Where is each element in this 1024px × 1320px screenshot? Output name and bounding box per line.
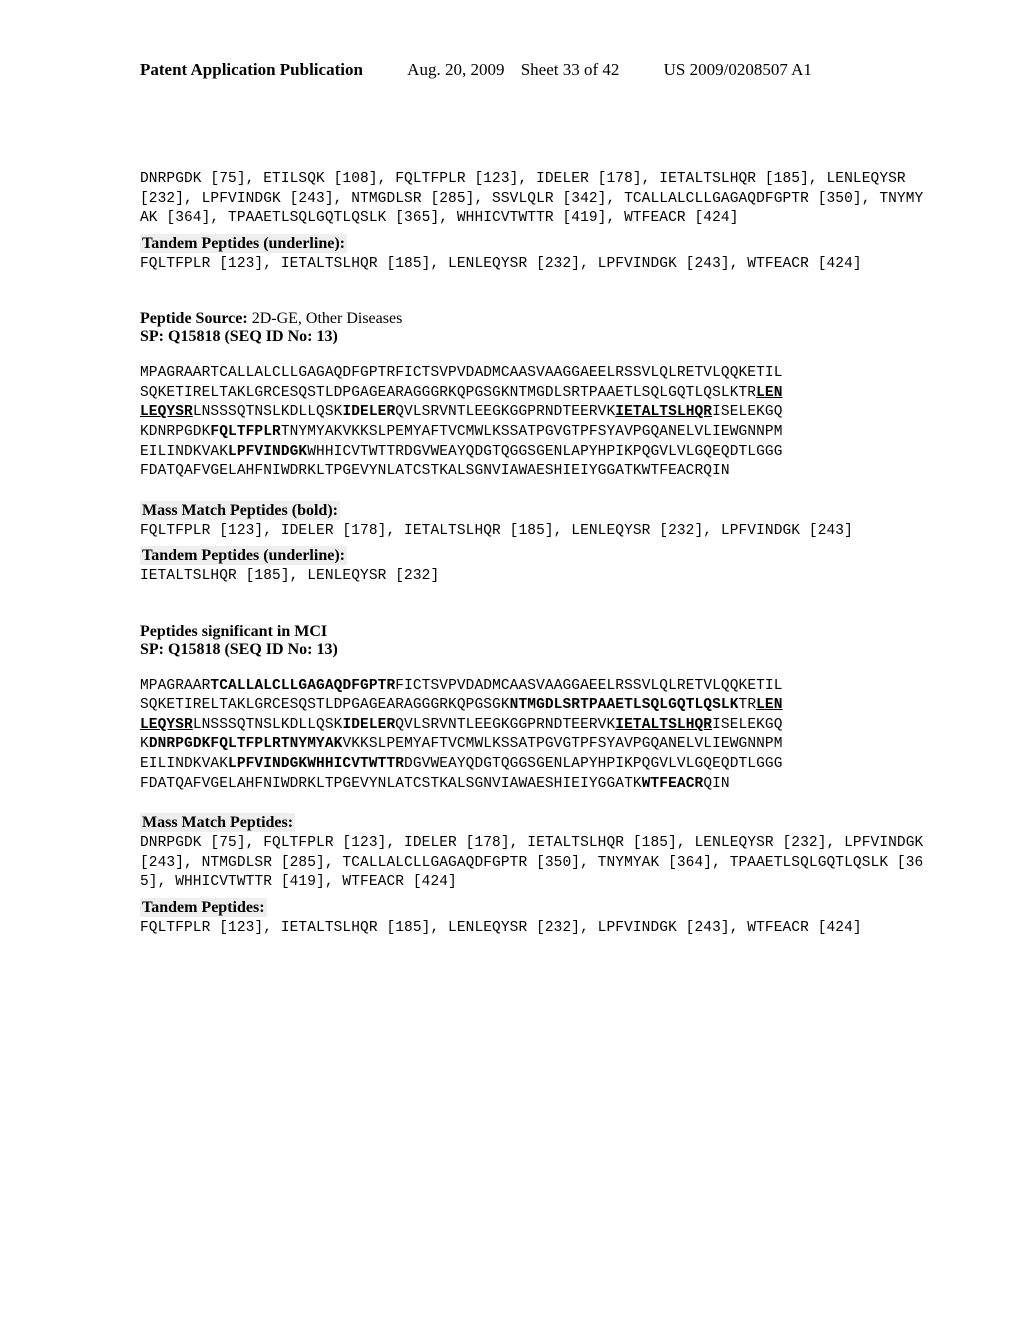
mass-peptides-2: FQLTFPLR [123], IDELER [178], IETALTSLHQ… — [140, 522, 924, 542]
tandem-peptides-2: IETALTSLHQR [185], LENLEQYSR [232] — [140, 567, 924, 587]
header-publication: Patent Application Publication — [140, 60, 363, 79]
peptide-source-2: Peptide Source: 2D-GE, Other Diseases — [140, 310, 924, 328]
page-container: Patent Application Publication Aug. 20, … — [0, 0, 1024, 1004]
header-sheet: Sheet 33 of 42 — [521, 60, 620, 79]
tandem-peptides-3: FQLTFPLR [123], IETALTSLHQR [185], LENLE… — [140, 919, 924, 939]
tandem-heading-3: Tandem Peptides: — [140, 899, 924, 917]
sp-line-3: SP: Q15818 (SEQ ID No: 13) — [140, 641, 924, 659]
peptide-list-1: DNRPGDK [75], ETILSQK [108], FQLTFPLR [1… — [140, 170, 924, 229]
sequence-3: MPAGRAARTCALLALCLLGAGAQDFGPTRFICTSVPVDAD… — [140, 677, 924, 794]
header-date: Aug. 20, 2009 — [407, 60, 504, 79]
tandem-heading-2: Tandem Peptides (underline): — [140, 547, 924, 565]
mass-peptides-3: DNRPGDK [75], FQLTFPLR [123], IDELER [17… — [140, 834, 924, 893]
sp-line-2: SP: Q15818 (SEQ ID No: 13) — [140, 328, 924, 346]
tandem-heading-1: Tandem Peptides (underline): — [140, 235, 924, 253]
mass-heading-3: Mass Match Peptides: — [140, 814, 924, 832]
tandem-peptides-1: FQLTFPLR [123], IETALTSLHQR [185], LENLE… — [140, 255, 924, 275]
sequence-2: MPAGRAARTCALLALCLLGAGAQDFGPTRFICTSVPVDAD… — [140, 364, 924, 481]
mass-heading-2: Mass Match Peptides (bold): — [140, 502, 924, 520]
header-pubno: US 2009/0208507 A1 — [664, 60, 812, 79]
page-header: Patent Application Publication Aug. 20, … — [140, 60, 924, 80]
sig-line-3: Peptides significant in MCI — [140, 623, 924, 641]
